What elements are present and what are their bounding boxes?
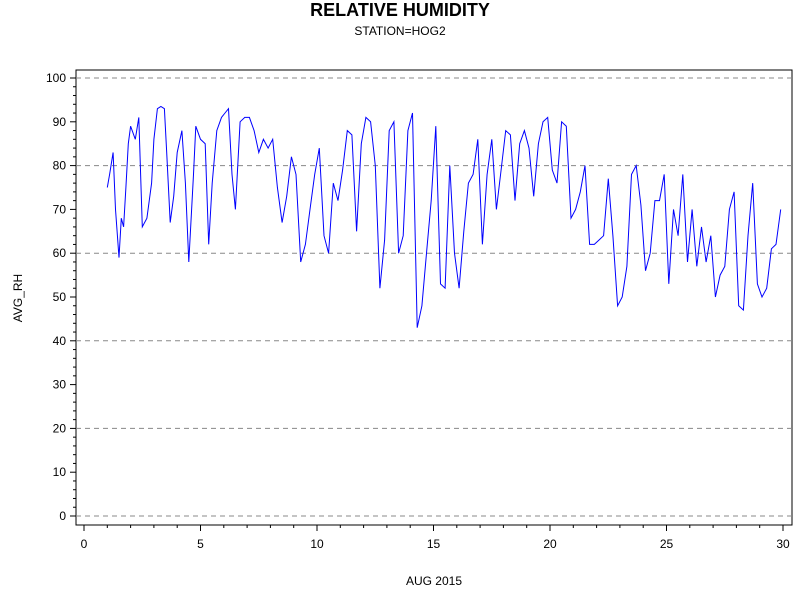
y-tick-label: 70 xyxy=(53,202,67,216)
y-tick-label: 20 xyxy=(53,421,67,435)
x-tick-label: 10 xyxy=(310,537,324,551)
y-tick-label: 60 xyxy=(53,246,67,260)
y-tick-label: 40 xyxy=(53,334,67,348)
grid-lines xyxy=(76,77,792,517)
y-tick-label: 100 xyxy=(46,71,66,85)
y-tick-label: 10 xyxy=(53,465,67,479)
x-tick-label: 30 xyxy=(776,537,790,551)
plot-frame xyxy=(75,69,793,526)
chart-title: RELATIVE HUMIDITY xyxy=(310,0,490,20)
y-tick-label: 80 xyxy=(53,159,67,173)
y-tick-label: 90 xyxy=(53,115,67,129)
chart-subtitle: STATION=HOG2 xyxy=(354,24,446,38)
x-axis: 0 5 10 15 20 25 30 xyxy=(81,525,790,551)
x-tick-label: 15 xyxy=(427,537,441,551)
x-tick-label: 20 xyxy=(543,537,557,551)
x-tick-label: 5 xyxy=(197,537,204,551)
series-line-avg-rh xyxy=(106,105,782,328)
y-tick-label: 0 xyxy=(59,509,66,523)
y-axis: 0 10 20 30 40 50 60 70 80 90 100 xyxy=(46,71,76,523)
x-tick-label: 25 xyxy=(660,537,674,551)
y-tick-label: 30 xyxy=(53,378,67,392)
x-tick-label: 0 xyxy=(81,537,88,551)
x-axis-label: AUG 2015 xyxy=(406,574,462,588)
y-tick-label: 50 xyxy=(53,290,67,304)
y-axis-label: AVG_RH xyxy=(11,274,25,322)
